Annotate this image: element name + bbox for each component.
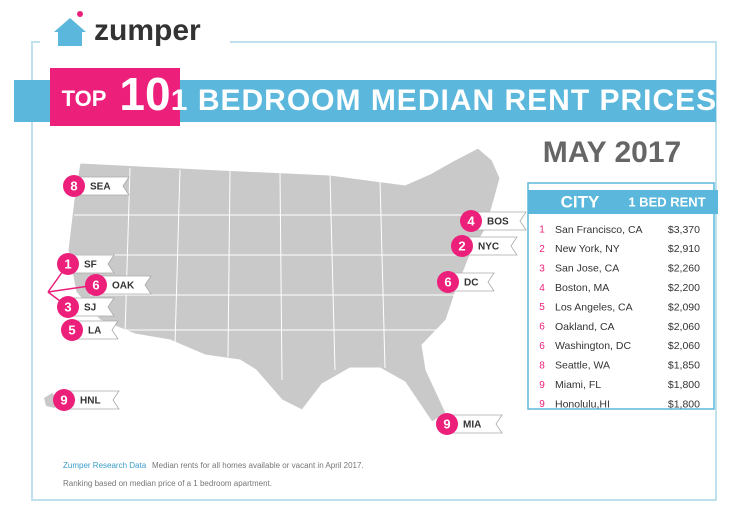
city: Oakland, CA: [555, 321, 615, 333]
rank: 4: [539, 283, 545, 294]
marker-badge: [437, 271, 459, 293]
marker-label: LA: [88, 326, 101, 337]
city: Los Angeles, CA: [555, 301, 633, 313]
rank: 3: [539, 263, 545, 274]
marker-label: BOS: [487, 217, 509, 228]
ten-text: 10: [119, 68, 170, 120]
marker-badge: [57, 296, 79, 318]
footer-note: Ranking based on median price of a 1 bed…: [63, 479, 272, 488]
table-header: 1 BED RENT: [628, 194, 705, 209]
logo-text: zumper: [94, 14, 201, 47]
city: San Jose, CA: [555, 263, 619, 275]
marker-badge: [85, 274, 107, 296]
marker-rank: 5: [68, 322, 75, 337]
title: 1 BEDROOM MEDIAN RENT PRICES: [171, 84, 717, 117]
rank: 8: [539, 360, 545, 371]
rank: 5: [539, 302, 545, 313]
marker-badge: [436, 413, 458, 435]
rent: $2,060: [668, 321, 700, 333]
rent: $3,370: [668, 224, 700, 236]
marker-badge: [53, 389, 75, 411]
marker-label: DC: [464, 278, 478, 289]
rent: $2,200: [668, 282, 700, 294]
rent: $2,090: [668, 301, 700, 313]
city: Washington, DC: [555, 340, 631, 352]
top-text: TOP: [62, 86, 107, 111]
rank: 2: [539, 244, 545, 255]
city: San Francisco, CA: [555, 224, 643, 236]
city: Seattle, WA: [555, 360, 610, 372]
marker-label: NYC: [478, 242, 499, 253]
rent: $1,850: [668, 360, 700, 372]
marker-rank: 6: [92, 277, 99, 292]
marker-rank: 4: [467, 213, 475, 228]
table-header-bg: [528, 190, 718, 214]
marker-label: HNL: [80, 396, 101, 407]
marker-rank: 3: [64, 299, 71, 314]
rank: 9: [539, 380, 545, 391]
rent: $1,800: [668, 379, 700, 391]
marker-rank: 9: [443, 416, 450, 431]
marker-rank: 2: [458, 238, 465, 253]
city: Miami, FL: [555, 379, 601, 391]
marker-label: SF: [84, 260, 97, 271]
marker-rank: 9: [60, 392, 67, 407]
top10-box: [50, 68, 180, 126]
marker-rank: 6: [444, 274, 451, 289]
frame: [31, 41, 717, 501]
marker-label: OAK: [112, 281, 135, 292]
rank: 6: [539, 341, 545, 352]
logo-icon: [54, 11, 86, 46]
footer-note: Median rents for all homes available or …: [152, 461, 364, 470]
marker-label: SJ: [84, 303, 96, 314]
marker-badge: [451, 235, 473, 257]
marker-layer: 8 SEA 4 BOS 2 NYC 1 SF 6 OAK 6 DC 3 SJ 5 LA 9 HNL 9 MIA: [47, 175, 527, 435]
table-header: CITY: [561, 192, 600, 211]
marker-label: SEA: [90, 182, 111, 193]
rank: 6: [539, 322, 545, 333]
date: MAY 2017: [543, 136, 681, 169]
rent: $2,910: [668, 243, 700, 255]
table-body: 1 San Francisco, CA $3,370 2 New York, NY $2,…: [539, 224, 700, 411]
us-map: [44, 147, 501, 423]
city: Honolulu,HI: [555, 398, 610, 410]
rent: $2,260: [668, 263, 700, 275]
marker-badge: [460, 210, 482, 232]
rank: 1: [539, 225, 545, 236]
table-box: [527, 182, 715, 410]
rent: $2,060: [668, 340, 700, 352]
marker-badge: [61, 319, 83, 341]
city: Boston, MA: [555, 282, 609, 294]
rank: 9: [539, 399, 545, 410]
marker-badge: [63, 175, 85, 197]
city: New York, NY: [555, 243, 620, 255]
marker-rank: 1: [64, 256, 71, 271]
rent: $1,800: [668, 398, 700, 410]
marker-label: MIA: [463, 420, 481, 431]
marker-rank: 8: [70, 178, 77, 193]
footer-source: Zumper Research Data: [63, 461, 147, 470]
marker-badge: [57, 253, 79, 275]
